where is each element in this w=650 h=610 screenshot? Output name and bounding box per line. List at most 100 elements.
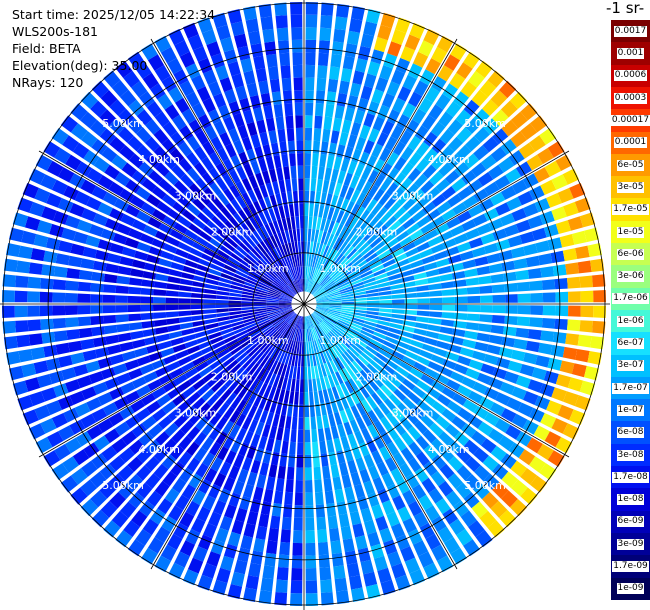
data-cell xyxy=(412,386,426,399)
data-cell xyxy=(114,198,129,212)
data-cell xyxy=(123,520,140,538)
data-cell xyxy=(552,331,567,344)
data-cell xyxy=(563,391,579,407)
data-cell xyxy=(103,70,121,88)
data-cell xyxy=(329,302,342,304)
data-cell xyxy=(304,228,308,242)
data-cell xyxy=(49,223,65,238)
data-cell xyxy=(208,331,222,340)
data-cell xyxy=(15,320,29,333)
data-cell xyxy=(3,258,18,272)
data-cell xyxy=(515,431,532,447)
data-cell xyxy=(264,371,273,385)
data-cell xyxy=(324,262,334,274)
data-cell xyxy=(376,461,389,476)
data-cell xyxy=(453,363,469,375)
data-cell xyxy=(323,232,331,246)
data-cell xyxy=(152,386,167,399)
data-cell xyxy=(342,55,355,70)
data-cell xyxy=(194,146,208,161)
data-cell xyxy=(66,329,81,340)
data-cell xyxy=(407,345,422,355)
data-cell xyxy=(333,253,344,265)
data-cell xyxy=(386,412,399,426)
data-cell xyxy=(311,165,318,179)
data-cell xyxy=(233,212,245,226)
data-cell xyxy=(317,257,325,270)
data-cell xyxy=(452,393,467,406)
data-cell xyxy=(357,45,371,61)
data-cell xyxy=(140,287,154,296)
data-cell xyxy=(454,431,470,447)
data-cell xyxy=(41,264,56,277)
data-cell xyxy=(499,509,517,528)
elevation-text: Elevation(deg): 35.00 xyxy=(12,58,148,73)
data-cell xyxy=(403,315,417,321)
data-cell xyxy=(345,394,355,408)
data-cell xyxy=(236,427,247,442)
data-cell xyxy=(93,435,110,451)
data-cell xyxy=(158,415,173,430)
data-cell xyxy=(165,304,179,311)
data-cell xyxy=(253,304,267,307)
data-cell xyxy=(461,170,477,185)
data-cell xyxy=(270,315,283,323)
data-cell xyxy=(316,306,329,310)
data-cell xyxy=(216,446,229,461)
data-cell xyxy=(450,547,467,565)
data-cell xyxy=(155,431,170,446)
data-cell xyxy=(229,409,241,424)
data-cell xyxy=(2,274,16,288)
data-cell xyxy=(230,571,245,587)
data-cell xyxy=(530,292,544,303)
data-cell xyxy=(242,288,256,294)
data-cell xyxy=(85,360,101,373)
data-cell xyxy=(241,297,254,302)
data-cell xyxy=(255,262,267,273)
data-cell xyxy=(141,320,155,329)
data-cell xyxy=(181,328,195,336)
data-cell xyxy=(392,225,406,237)
data-cell xyxy=(265,327,276,338)
data-cell xyxy=(140,304,154,312)
data-cell xyxy=(249,95,261,110)
data-cell xyxy=(516,281,531,292)
data-cell xyxy=(250,248,262,260)
data-cell xyxy=(501,471,519,488)
data-cell xyxy=(116,275,130,285)
data-cell xyxy=(435,178,450,193)
colorbar-tick-label: 0.00017 xyxy=(610,115,650,127)
data-cell xyxy=(554,278,568,290)
data-cell xyxy=(301,241,304,254)
data-cell xyxy=(223,435,235,450)
data-cell xyxy=(225,143,237,158)
data-cell xyxy=(465,118,481,134)
data-cell xyxy=(386,441,399,456)
data-cell xyxy=(540,266,555,278)
data-cell xyxy=(264,196,273,210)
data-cell xyxy=(366,155,378,169)
data-cell xyxy=(479,80,497,98)
data-cell xyxy=(361,326,375,335)
data-cell xyxy=(81,386,97,400)
data-cell xyxy=(371,220,384,233)
data-cell xyxy=(80,479,98,497)
data-cell xyxy=(128,99,145,116)
data-cell xyxy=(201,172,215,187)
data-cell xyxy=(225,338,239,348)
data-cell xyxy=(317,230,324,244)
data-cell xyxy=(257,283,270,291)
data-cell xyxy=(288,352,294,366)
data-cell xyxy=(355,136,367,151)
data-cell xyxy=(291,314,299,327)
data-cell xyxy=(80,413,97,429)
data-cell xyxy=(349,18,363,33)
data-cell xyxy=(237,124,249,140)
data-cell xyxy=(541,318,556,329)
data-cell xyxy=(223,406,235,420)
data-cell xyxy=(384,136,398,151)
data-cell xyxy=(153,297,166,304)
data-cell xyxy=(309,315,316,327)
data-cell xyxy=(498,249,513,261)
data-cell xyxy=(229,363,242,375)
